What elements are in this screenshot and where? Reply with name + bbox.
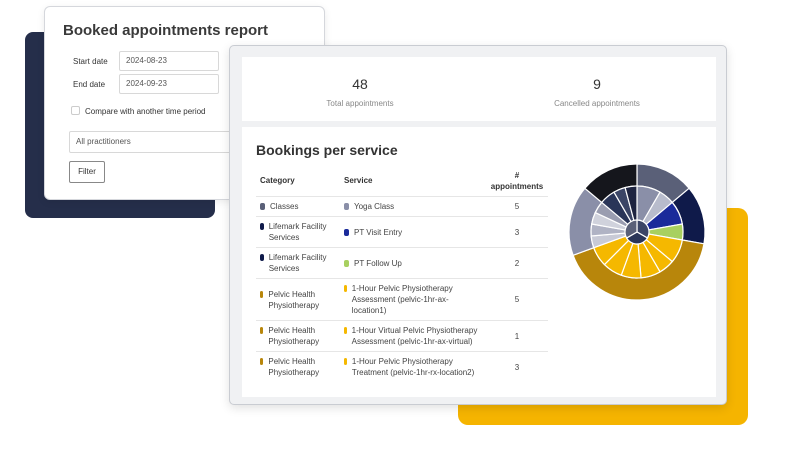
cell: 1-Hour Pelvic Physiotherapy Assessment (… [340, 278, 486, 321]
cell: Classes [256, 196, 340, 217]
cell-content: Yoga Class [344, 201, 482, 212]
label: End date [73, 80, 106, 89]
report-title: Booked appointments report [63, 22, 269, 39]
cell-content: Pelvic Health Physiotherapy [260, 325, 336, 347]
cell: 1-Hour Pelvic Physiotherapy Treatment (p… [340, 351, 486, 382]
service: PT Follow Up [354, 258, 402, 268]
cell-content: PT Visit Entry [344, 227, 482, 238]
cell-content: Classes [260, 201, 336, 212]
stats-panel: 48 Total appointments 9 Cancelled appoin… [242, 57, 716, 121]
service: 1-Hour Pelvic Physiotherapy Treatment (p… [351, 357, 475, 377]
date-input[interactable]: 2024-08-23 [119, 51, 219, 71]
color-dot [260, 327, 264, 334]
header: # appointments [490, 171, 544, 191]
cell-content: 1-Hour Virtual Pelvic Physiotherapy Asse… [344, 325, 482, 347]
sunburst-chart [568, 163, 706, 301]
category: Lifemark Facility Services [268, 253, 327, 273]
service: 1-Hour Pelvic Physiotherapy Assessment (… [351, 284, 453, 315]
table-row: Lifemark Facility Services PT Visit Entry… [256, 216, 548, 248]
bookings-panel: Bookings per service Category Service # … [242, 127, 716, 397]
header: Category [260, 175, 295, 185]
category: Pelvic Health Physiotherapy [268, 357, 320, 377]
sunburst-segment [624, 219, 638, 239]
stat-label: Total appointments [326, 99, 394, 108]
service: 1-Hour Virtual Pelvic Physiotherapy Asse… [351, 326, 478, 346]
section-title: Bookings per service [256, 142, 398, 158]
cell: Pelvic Health Physiotherapy [256, 320, 340, 352]
cell: Lifemark Facility Services [256, 247, 340, 279]
color-dot [260, 290, 264, 298]
color-dot [344, 285, 347, 292]
color-dot [344, 358, 347, 365]
cell: Pelvic Health Physiotherapy [256, 278, 340, 321]
color-dot [260, 358, 264, 365]
category: Lifemark Facility Services [268, 222, 327, 242]
category: Pelvic Health Physiotherapy [268, 326, 320, 346]
date-input[interactable]: 2024-09-23 [119, 74, 219, 94]
cell: Yoga Class [340, 196, 486, 217]
count: 1 [486, 320, 548, 352]
header: Service [344, 175, 373, 185]
cell: Pelvic Health Physiotherapy [256, 351, 340, 382]
table-row: Pelvic Health Physiotherapy 1-Hour Virtua… [256, 320, 548, 352]
stat-value: 9 [593, 76, 601, 92]
color-dot [344, 203, 349, 210]
count: 2 [486, 247, 548, 279]
service: PT Visit Entry [354, 227, 403, 237]
category: Classes [270, 202, 299, 211]
category: Pelvic Health Physiotherapy [268, 289, 320, 310]
bookings-table: Category Service # appointments Classes Y… [256, 164, 548, 382]
filter-button[interactable]: Filter [69, 161, 105, 183]
table-row: Pelvic Health Physiotherapy 1-Hour Pelvic… [256, 351, 548, 382]
cell: Lifemark Facility Services [256, 216, 340, 248]
table-row: Lifemark Facility Services PT Follow Up 2 [256, 247, 548, 279]
color-dot [344, 228, 349, 236]
color-dot [260, 254, 264, 261]
count: 3 [486, 216, 548, 248]
cell-content: Lifemark Facility Services [260, 221, 336, 243]
service: Yoga Class [354, 202, 395, 211]
cell-content: 1-Hour Pelvic Physiotherapy Assessment (… [344, 283, 482, 316]
cell: 1-Hour Virtual Pelvic Physiotherapy Asse… [340, 320, 486, 352]
color-dot [344, 327, 347, 334]
table-row: Classes Yoga Class 5 [256, 196, 548, 217]
stat-value: 48 [352, 76, 368, 92]
cell-content: Pelvic Health Physiotherapy [260, 356, 336, 378]
color-dot [260, 223, 264, 230]
cell: PT Follow Up [340, 247, 486, 279]
cell-content: 1-Hour Pelvic Physiotherapy Treatment (p… [344, 356, 482, 378]
label: Start date [73, 57, 108, 66]
cell-content: Pelvic Health Physiotherapy [260, 289, 336, 311]
header-row: Category Service # appointments [256, 164, 548, 197]
color-dot [260, 203, 265, 210]
cell: PT Visit Entry [340, 216, 486, 248]
count: 5 [486, 278, 548, 321]
checkbox[interactable] [71, 106, 80, 115]
table-row: Pelvic Health Physiotherapy 1-Hour Pelvic… [256, 278, 548, 321]
color-dot [344, 259, 349, 267]
cell-content: Lifemark Facility Services [260, 252, 336, 274]
cell-content: PT Follow Up [344, 258, 482, 269]
stat-label: Cancelled appointments [554, 99, 640, 108]
checkbox-label: Compare with another time period [85, 107, 206, 116]
count: 5 [486, 196, 548, 217]
main-card: 48 Total appointments 9 Cancelled appoin… [229, 45, 727, 405]
count: 3 [486, 351, 548, 382]
